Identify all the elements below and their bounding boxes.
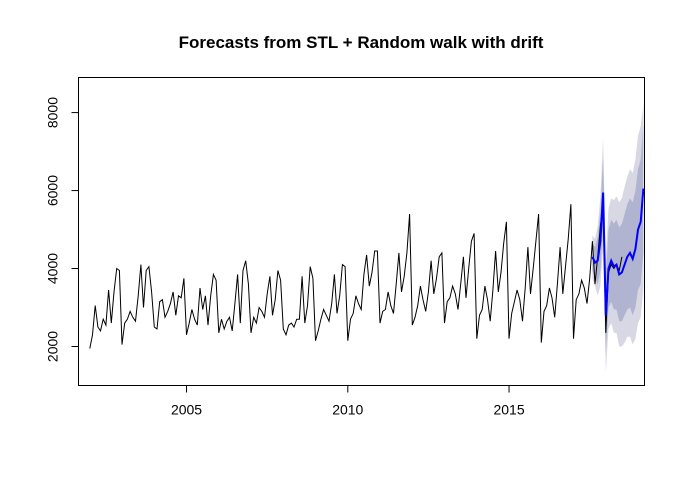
history-line xyxy=(89,202,623,349)
x-tick-label: 2015 xyxy=(493,402,524,418)
x-tick-label: 2010 xyxy=(332,402,363,418)
y-tick-label: 4000 xyxy=(45,253,61,284)
y-axis: 2000 4000 6000 8000 xyxy=(45,97,79,362)
plot-frame xyxy=(78,77,645,386)
chart-title: Forecasts from STL + Random walk with dr… xyxy=(179,33,544,52)
x-axis: 2005 2010 2015 xyxy=(171,385,525,418)
y-tick-label: 2000 xyxy=(45,331,61,362)
y-tick-label: 6000 xyxy=(45,175,61,206)
x-tick-label: 2005 xyxy=(171,402,202,418)
forecast-line xyxy=(591,188,645,316)
series-lines xyxy=(89,188,645,349)
y-tick-label: 8000 xyxy=(45,97,61,128)
